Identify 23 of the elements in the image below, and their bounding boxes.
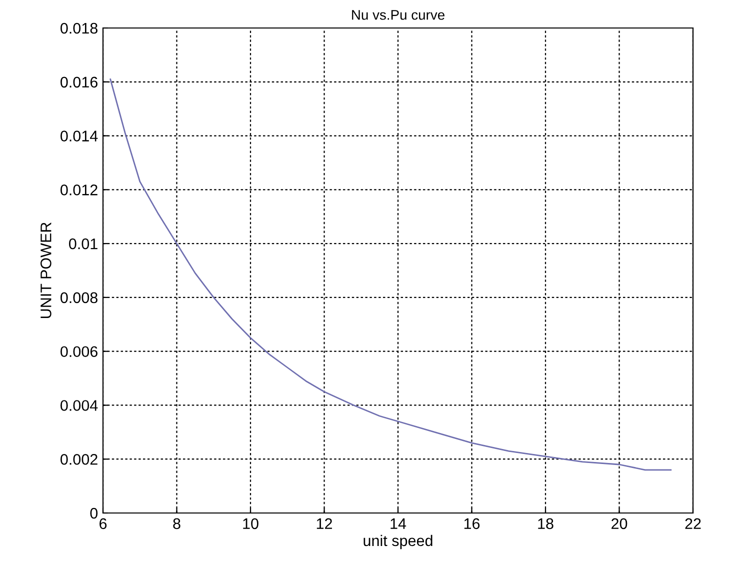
- x-tick-label: 14: [390, 518, 406, 529]
- y-tick-label: 0.006: [60, 346, 98, 358]
- x-tick-label: 8: [173, 518, 180, 530]
- line-series: [110, 78, 672, 471]
- x-tick-label: 22: [685, 518, 701, 529]
- y-tick-label: 0.016: [60, 76, 98, 88]
- x-tick-label: 12: [316, 518, 332, 529]
- y-tick-label: 0.01: [69, 238, 98, 250]
- y-tick-label: 0: [90, 508, 98, 519]
- y-tick-label: 0.012: [60, 184, 98, 196]
- y-tick-label: 0.018: [60, 22, 98, 34]
- x-tick-label: 10: [243, 518, 258, 530]
- chart-title: Nu vs.Pu curve: [352, 10, 444, 20]
- x-tick-label: 6: [100, 518, 107, 530]
- y-tick-label: 0.004: [60, 400, 98, 411]
- y-axis-title: UNIT POWER: [40, 222, 52, 318]
- x-tick-label: 18: [538, 518, 554, 530]
- y-tick-label: 0.008: [60, 292, 98, 304]
- x-tick-label: 16: [464, 518, 480, 530]
- y-tick-label: 0.014: [60, 130, 98, 142]
- y-tick-label: 0.002: [60, 454, 98, 465]
- x-tick-label: 20: [612, 518, 628, 530]
- x-axis-title: unit speed: [364, 534, 432, 550]
